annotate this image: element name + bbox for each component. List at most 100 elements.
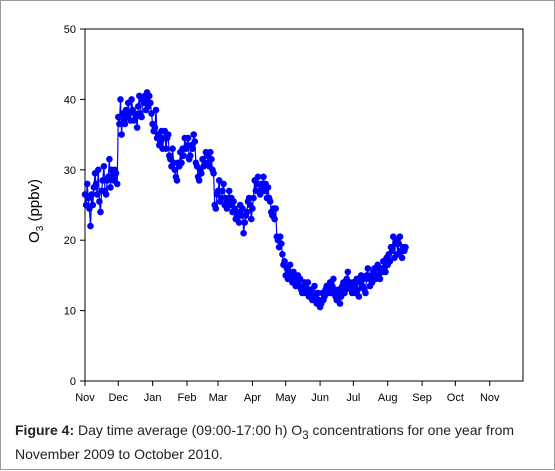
data-point bbox=[164, 131, 172, 138]
data-point bbox=[290, 268, 297, 276]
data-point bbox=[178, 159, 185, 167]
data-point bbox=[362, 289, 369, 297]
caption-text-1: Day time average (09:00-17:00 h) O bbox=[74, 422, 303, 438]
data-point bbox=[354, 286, 362, 293]
data-point bbox=[281, 258, 288, 265]
x-tick-label: Feb bbox=[178, 392, 197, 404]
data-point bbox=[88, 191, 95, 198]
x-tick-label: Apr bbox=[244, 392, 261, 404]
data-point bbox=[152, 106, 160, 114]
data-point bbox=[225, 187, 233, 195]
data-point bbox=[330, 275, 337, 283]
data-point bbox=[132, 113, 140, 121]
data-point bbox=[219, 187, 226, 195]
data-point bbox=[162, 145, 170, 152]
data-point bbox=[151, 124, 159, 131]
y-label-sub: 3 bbox=[35, 225, 46, 231]
data-point bbox=[118, 131, 125, 138]
data-point bbox=[212, 205, 220, 212]
data-point bbox=[92, 180, 100, 188]
data-point bbox=[230, 198, 237, 205]
data-point bbox=[115, 113, 122, 121]
data-point bbox=[250, 194, 257, 202]
caption-subscript: 3 bbox=[302, 428, 309, 442]
data-point bbox=[215, 177, 223, 184]
data-point bbox=[248, 215, 255, 223]
y-label-rest: (ppbv) bbox=[26, 179, 43, 226]
data-point bbox=[276, 233, 284, 240]
data-point bbox=[173, 177, 181, 184]
data-point bbox=[116, 120, 123, 128]
y-axis-ticks: 0 10 20 30 40 50 bbox=[64, 24, 85, 388]
data-point bbox=[220, 180, 227, 188]
y-axis-label: O3 (ppbv) bbox=[26, 179, 46, 243]
x-tick-label: Oct bbox=[447, 392, 464, 404]
data-point bbox=[364, 265, 372, 272]
y-label-main: O bbox=[26, 231, 43, 243]
y-tick-label: 30 bbox=[64, 165, 76, 177]
data-point bbox=[249, 205, 256, 212]
data-point bbox=[146, 92, 153, 100]
data-point bbox=[272, 205, 280, 212]
data-point bbox=[134, 103, 142, 110]
data-point bbox=[311, 282, 318, 290]
data-point bbox=[191, 138, 199, 145]
x-tick-label: Mar bbox=[209, 392, 228, 404]
data-point bbox=[388, 247, 396, 255]
x-tick-label: Nov bbox=[75, 392, 95, 404]
plot-axes: 0 10 20 30 40 50 Nov Dec Jan Feb Mar Apr May Jun Jul A… bbox=[26, 24, 524, 404]
data-point bbox=[198, 170, 205, 177]
data-point bbox=[102, 191, 110, 198]
data-point bbox=[254, 173, 262, 181]
x-tick-label: May bbox=[275, 392, 296, 404]
data-point bbox=[171, 166, 179, 174]
y-tick-label: 40 bbox=[64, 94, 76, 106]
data-point bbox=[117, 96, 124, 103]
data-point bbox=[113, 180, 121, 188]
y-tick-label: 0 bbox=[70, 376, 76, 388]
data-point bbox=[106, 155, 113, 163]
data-point bbox=[190, 131, 197, 138]
data-point bbox=[279, 251, 286, 258]
data-point bbox=[96, 198, 103, 205]
data-point bbox=[83, 180, 91, 188]
data-point bbox=[396, 233, 404, 240]
data-point bbox=[398, 254, 406, 262]
data-point bbox=[138, 113, 145, 121]
x-tick-label: Dec bbox=[108, 392, 128, 404]
data-point bbox=[207, 148, 214, 156]
data-point bbox=[121, 120, 129, 128]
x-tick-label: Nov bbox=[480, 392, 500, 404]
data-point bbox=[266, 198, 274, 205]
data-point bbox=[195, 177, 203, 184]
x-axis-ticks: Nov Dec Jan Feb Mar Apr May Jun Jul Aug Sep Oct Nov bbox=[75, 381, 500, 404]
data-point bbox=[286, 261, 294, 269]
data-point bbox=[184, 134, 192, 142]
y-tick-label: 10 bbox=[64, 306, 76, 318]
data-point bbox=[169, 145, 176, 152]
data-point bbox=[95, 166, 102, 174]
data-point bbox=[210, 170, 217, 177]
data-point bbox=[336, 300, 344, 307]
data-point bbox=[147, 99, 154, 107]
data-point bbox=[355, 293, 363, 300]
x-tick-label: Sep bbox=[412, 392, 432, 404]
data-point bbox=[189, 145, 196, 152]
data-point bbox=[140, 99, 148, 107]
data-point bbox=[264, 184, 272, 191]
data-point bbox=[296, 275, 304, 283]
o3-series-points bbox=[81, 89, 409, 311]
y-tick-label: 20 bbox=[64, 235, 76, 247]
data-point bbox=[402, 243, 409, 251]
data-point bbox=[240, 229, 247, 237]
data-point bbox=[386, 258, 394, 265]
caption-label: Figure 4: bbox=[15, 422, 75, 438]
data-point bbox=[256, 191, 264, 198]
y-tick-label: 50 bbox=[64, 24, 76, 36]
data-point bbox=[112, 170, 120, 177]
data-point bbox=[376, 275, 384, 283]
data-point bbox=[100, 163, 108, 170]
x-tick-label: Jan bbox=[144, 392, 162, 404]
data-point bbox=[271, 215, 278, 223]
